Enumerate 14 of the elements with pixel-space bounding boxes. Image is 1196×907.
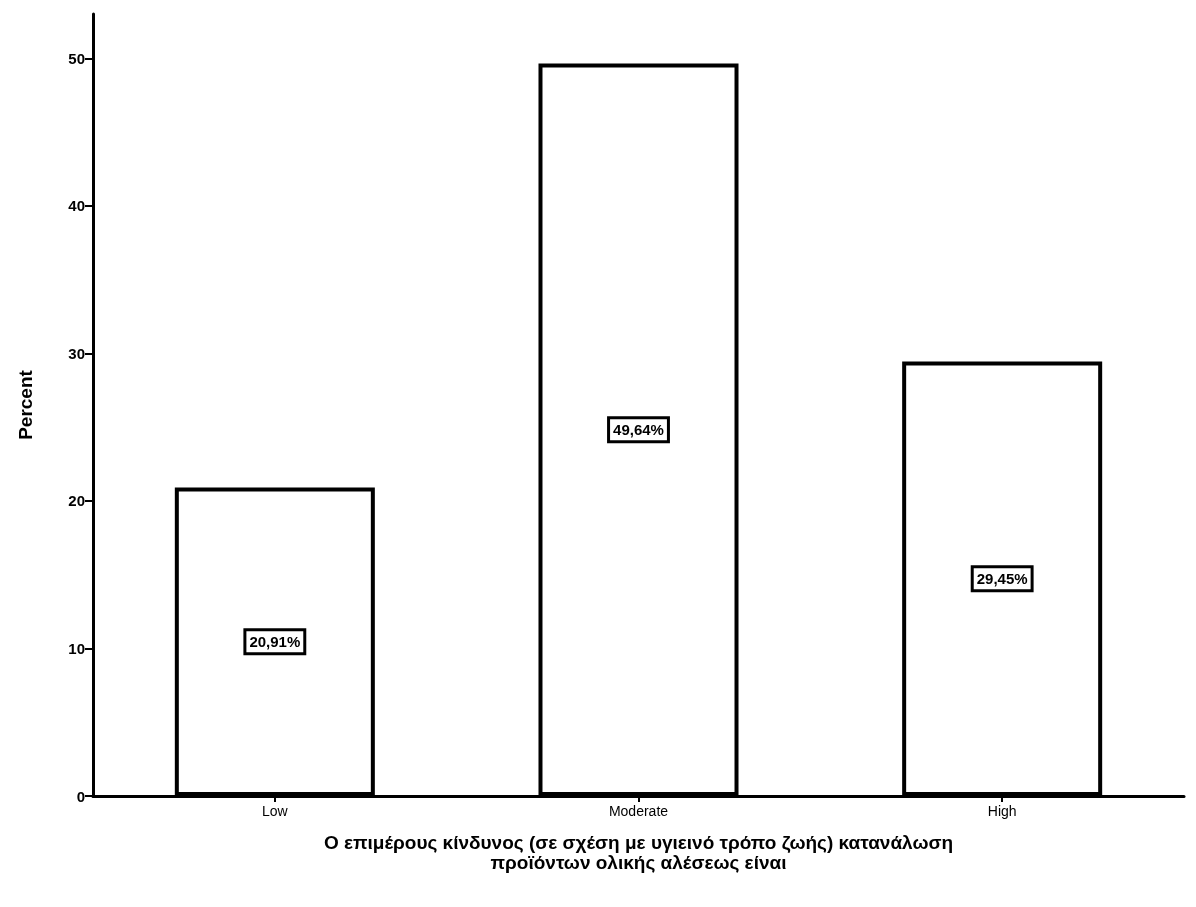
y-tick-label: 10: [68, 639, 85, 657]
y-tick-label: 30: [68, 344, 85, 362]
x-tick-label: Moderate: [608, 803, 669, 819]
y-axis-title: Percent: [15, 369, 36, 440]
x-axis-title: Ο επιμέρους κίνδυνος (σε σχέση με υγιεινό τρόπο ζωής) κατανάλωση προϊόντων ολικής αλέσεως είναι: [323, 831, 954, 873]
y-tick-label: 20: [68, 492, 85, 510]
y-tick-label: 0: [76, 787, 85, 805]
x-tick-label: Low: [261, 803, 289, 819]
y-tick-label: 40: [68, 197, 85, 215]
y-tick-label: 50: [68, 49, 85, 67]
data-label: 20,91%: [249, 633, 301, 651]
data-label: 29,45%: [976, 570, 1028, 588]
x-tick-label: High: [987, 803, 1017, 819]
data-label: 49,64%: [613, 421, 664, 439]
